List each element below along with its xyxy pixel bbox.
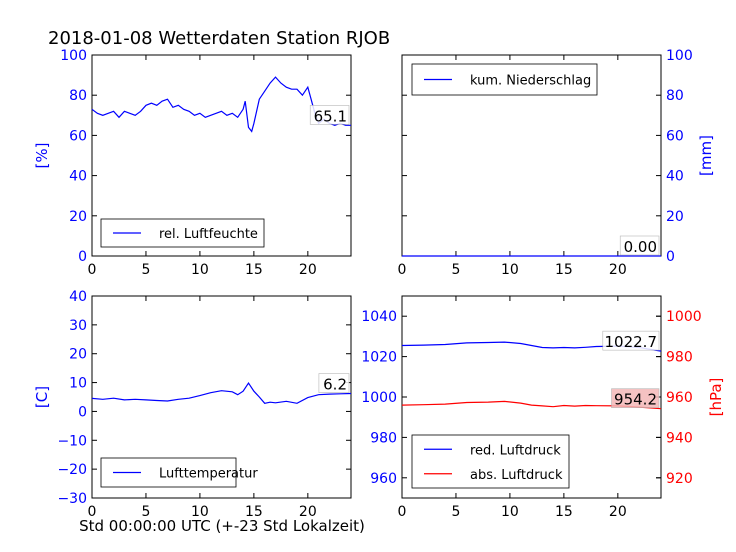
y-tick-label: 20 xyxy=(666,209,684,225)
legend: kum. Niederschlag xyxy=(411,63,598,96)
last-value-label: 0.00 xyxy=(624,238,657,256)
last-value-label: 954.2 xyxy=(614,391,657,409)
x-tick-label: 20 xyxy=(299,262,317,278)
series-line-1 xyxy=(91,382,352,404)
plot-frame xyxy=(91,295,352,499)
y-tick-label: −30 xyxy=(57,491,87,507)
x-tick-label: 20 xyxy=(609,262,627,278)
x-tick-label: 10 xyxy=(191,262,209,278)
x-tick-label: 10 xyxy=(501,262,519,278)
y-tick-label: 960 xyxy=(370,471,397,487)
y-tick-label: 0 xyxy=(666,249,675,265)
x-tick-label: 15 xyxy=(555,504,573,520)
legend-label: Lufttemperatur xyxy=(159,467,258,482)
last-value-label: 6.2 xyxy=(323,376,347,394)
panel-bottom-right: 0 5 10 15 20 960 980 1000 1020 1040 920 940 960 980 10… xyxy=(361,295,725,520)
plot-frame xyxy=(91,54,352,257)
y2-tick-label: 980 xyxy=(666,350,693,366)
panel-top-right: 0 5 10 15 20 0 20 40 60 80 100 [mm] 0.00 kum. Nieders… xyxy=(398,48,715,278)
y-axis-label: [%] xyxy=(33,143,51,169)
y-tick-label: 20 xyxy=(69,209,87,225)
y-tick-label: 0 xyxy=(78,249,87,265)
y-tick-label: 980 xyxy=(370,430,397,446)
y-tick-label: 30 xyxy=(69,318,87,334)
x-tick-label: 20 xyxy=(609,504,627,520)
legend-frame xyxy=(100,218,265,248)
y-axis-label: [mm] xyxy=(697,135,715,176)
y-axis-label: [C] xyxy=(33,386,51,408)
y-tick-label: 1000 xyxy=(361,390,397,406)
y-tick-label: 100 xyxy=(60,48,87,64)
x-tick-label: 5 xyxy=(141,504,150,520)
x-axis-label: Std 00:00:00 UTC (+-23 Std Lokalzeit) xyxy=(79,517,365,535)
panel-bottom-left: 0 5 10 15 20 −30 −20 −10 0 10 20 30 40 [C] 6.2 Lufttemp… xyxy=(33,289,352,520)
x-tick-label: 10 xyxy=(501,504,519,520)
y-tick-label: 80 xyxy=(666,88,684,104)
series-line-1 xyxy=(91,76,351,133)
y-tick-label: 60 xyxy=(666,128,684,144)
x-tick-label: 15 xyxy=(555,262,573,278)
x-tick-label: 0 xyxy=(88,262,97,278)
legend-frame xyxy=(411,434,570,489)
x-tick-label: 5 xyxy=(451,262,460,278)
x-tick-label: 5 xyxy=(451,504,460,520)
legend-label: kum. Niederschlag xyxy=(470,74,591,89)
y-tick-label: 40 xyxy=(69,169,87,185)
last-value-box xyxy=(611,388,660,409)
y2-tick-label: 920 xyxy=(666,471,693,487)
last-value-label: 65.1 xyxy=(314,107,347,125)
legend: rel. Luftfeuchte xyxy=(100,218,265,248)
x-tick-label: 20 xyxy=(299,504,317,520)
last-value-box xyxy=(619,235,660,256)
x-tick-label: 0 xyxy=(88,504,97,520)
x-tick-label: 0 xyxy=(398,262,407,278)
y2-tick-label: 1000 xyxy=(666,309,702,325)
legend-label: red. Luftdruck xyxy=(470,443,561,458)
y-tick-label: 20 xyxy=(69,347,87,363)
y-tick-label: 10 xyxy=(69,376,87,392)
y-tick-label: 80 xyxy=(69,88,87,104)
last-value-box xyxy=(309,105,350,125)
legend: Lufttemperatur xyxy=(100,457,258,488)
y-tick-label: −20 xyxy=(57,462,87,478)
y2-tick-label: 960 xyxy=(666,390,693,406)
y-tick-label: 40 xyxy=(666,169,684,185)
x-tick-label: 0 xyxy=(398,504,407,520)
y-tick-label: 40 xyxy=(69,289,87,305)
y-axis-label: [hPa] xyxy=(707,378,725,417)
chart-title: 2018-01-08 Wetterdaten Station RJOB xyxy=(48,28,390,49)
y-tick-label: 0 xyxy=(78,404,87,420)
x-tick-label: 5 xyxy=(141,262,150,278)
panel-top-left: 0 5 10 15 20 0 20 40 60 80 100 [%] 65.1 rel. Luftfeuc… xyxy=(33,48,352,278)
x-tick-label: 15 xyxy=(245,262,263,278)
last-value-box xyxy=(318,373,350,393)
x-tick-label: 10 xyxy=(191,504,209,520)
legend: red. Luftdruck abs. Luftdruck xyxy=(411,434,570,489)
x-tick-label: 15 xyxy=(245,504,263,520)
legend-label: abs. Luftdruck xyxy=(470,468,563,483)
series-line-2 xyxy=(401,400,662,410)
y-tick-label: 60 xyxy=(69,128,87,144)
y2-tick-label: 940 xyxy=(666,430,693,446)
last-value-box xyxy=(602,330,660,351)
y-tick-label: 1020 xyxy=(361,350,397,366)
legend-label: rel. Luftfeuchte xyxy=(159,227,258,242)
last-value-label: 1022.7 xyxy=(605,333,658,351)
y-tick-label: 1040 xyxy=(361,309,397,325)
y-tick-label: 100 xyxy=(666,48,693,64)
y-tick-label: −10 xyxy=(57,433,87,449)
